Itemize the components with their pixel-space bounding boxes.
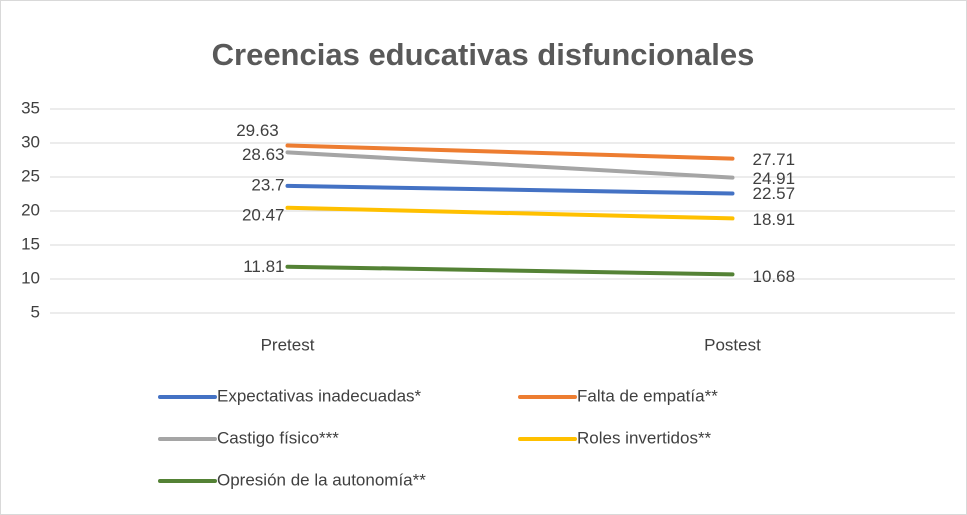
x-tick-label: Postest xyxy=(704,335,761,354)
y-tick-label: 5 xyxy=(31,302,40,321)
legend-label: Roles invertidos** xyxy=(577,428,712,447)
x-tick-label: Pretest xyxy=(261,335,315,354)
series-line xyxy=(285,183,735,196)
data-label: 27.71 xyxy=(753,150,796,169)
data-label: 29.63 xyxy=(236,121,279,140)
y-tick-label: 25 xyxy=(21,166,40,185)
legend-label: Castigo físico*** xyxy=(217,428,339,447)
y-tick-label: 35 xyxy=(21,98,40,117)
data-label: 28.63 xyxy=(242,145,285,164)
y-tick-label: 15 xyxy=(21,234,40,253)
y-tick-label: 10 xyxy=(21,268,40,287)
y-tick-label: 30 xyxy=(21,132,40,151)
legend-label: Falta de empatía** xyxy=(577,386,718,405)
chart-title: Creencias educativas disfuncionales xyxy=(212,37,755,72)
legend-label: Expectativas inadecuadas* xyxy=(217,386,422,405)
data-label: 22.57 xyxy=(753,184,796,203)
series-line xyxy=(285,264,735,277)
y-tick-label: 20 xyxy=(21,200,40,219)
series-line xyxy=(285,205,735,221)
series-line xyxy=(285,150,735,180)
data-label: 10.68 xyxy=(753,267,796,286)
data-label: 11.81 xyxy=(243,257,284,276)
data-label: 23.7 xyxy=(251,175,284,194)
data-label: 20.47 xyxy=(242,205,285,224)
legend-label: Opresión de la autonomía** xyxy=(217,470,426,489)
series-line xyxy=(285,143,735,161)
data-label: 18.91 xyxy=(753,210,796,229)
data-label: 24.91 xyxy=(753,169,796,188)
